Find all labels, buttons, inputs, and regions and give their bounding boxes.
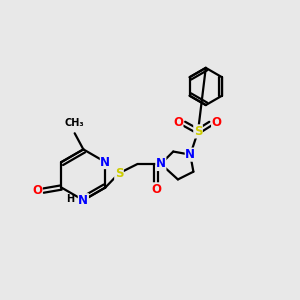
Text: N: N	[100, 156, 110, 169]
Text: S: S	[115, 167, 123, 180]
Text: N: N	[156, 158, 166, 170]
Text: N: N	[78, 194, 88, 207]
Text: N: N	[185, 148, 195, 161]
Text: H: H	[66, 194, 74, 204]
Text: O: O	[173, 116, 183, 129]
Text: S: S	[194, 125, 202, 138]
Text: O: O	[32, 184, 42, 197]
Text: O: O	[151, 183, 161, 196]
Text: O: O	[212, 116, 222, 129]
Text: CH₃: CH₃	[65, 118, 85, 128]
